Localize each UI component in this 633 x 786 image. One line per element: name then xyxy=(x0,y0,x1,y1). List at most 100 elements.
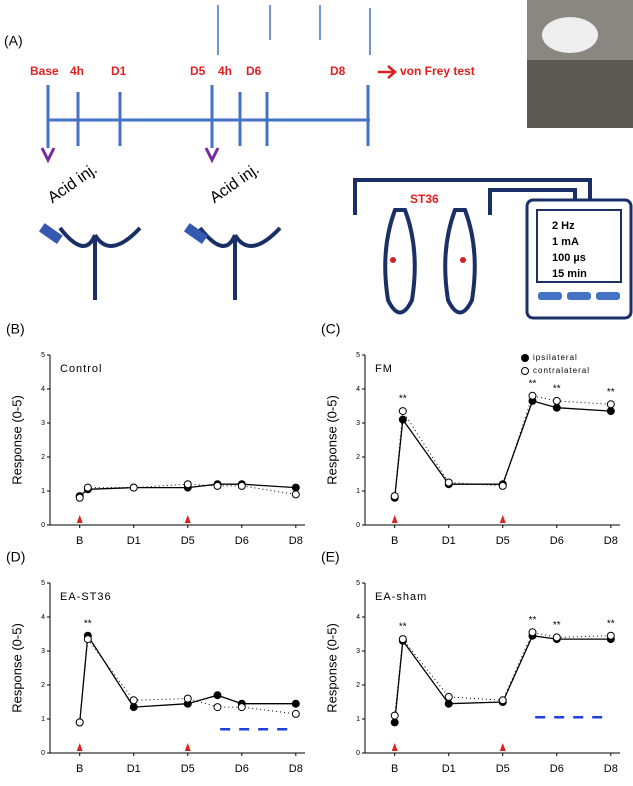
timeline-label: 4h xyxy=(70,64,84,78)
x-tick-label: D5 xyxy=(181,535,195,547)
panel-label: (E) xyxy=(321,549,340,565)
data-point xyxy=(129,483,138,492)
data-point xyxy=(606,407,615,416)
y-tick-label: 1 xyxy=(356,716,360,723)
injection-marker xyxy=(184,743,191,751)
y-tick-label: 4 xyxy=(356,614,360,621)
legend-label: ipsilateral xyxy=(533,353,578,362)
data-point xyxy=(291,483,300,492)
ea-setup xyxy=(353,178,633,320)
y-axis-label: Response (0-5) xyxy=(324,395,339,485)
x-tick-label: D5 xyxy=(496,763,510,775)
x-tick-label: D6 xyxy=(235,763,249,775)
data-point xyxy=(291,699,300,708)
y-tick-label: 1 xyxy=(41,716,45,723)
test-label: von Frey test xyxy=(400,64,475,78)
y-tick-label: 3 xyxy=(41,648,45,655)
y-tick-label: 1 xyxy=(356,488,360,495)
injection-marker xyxy=(76,743,83,751)
legend-marker xyxy=(521,354,529,362)
x-tick-label: D8 xyxy=(604,763,618,775)
panel-label: (B) xyxy=(6,321,25,337)
y-tick-label: 5 xyxy=(356,352,360,359)
data-point xyxy=(390,711,399,720)
x-tick-label: B xyxy=(76,535,83,547)
injection-label: Acid inj. xyxy=(45,161,101,207)
timeline-label: 4h xyxy=(218,64,232,78)
spine-drawing xyxy=(38,223,282,300)
x-tick-label: D1 xyxy=(127,763,141,775)
significance-label: ** xyxy=(84,618,92,629)
data-point xyxy=(183,694,192,703)
significance-label: ** xyxy=(553,384,561,395)
significance-label: ** xyxy=(553,620,561,631)
stim-setting: 15 min xyxy=(552,268,587,280)
data-point xyxy=(398,407,407,416)
x-tick-label: D1 xyxy=(127,535,141,547)
data-point xyxy=(213,481,222,490)
x-tick-label: D1 xyxy=(442,535,456,547)
injection-marker xyxy=(499,515,506,523)
data-point xyxy=(606,631,615,640)
significance-label: ** xyxy=(607,387,615,398)
data-point xyxy=(291,490,300,499)
x-tick-label: B xyxy=(391,763,398,775)
x-tick-label: D5 xyxy=(181,763,195,775)
y-tick-label: 0 xyxy=(41,750,45,757)
data-point xyxy=(444,478,453,487)
y-tick-label: 1 xyxy=(41,488,45,495)
significance-label: ** xyxy=(399,394,407,405)
x-tick-label: D6 xyxy=(235,535,249,547)
data-point xyxy=(398,635,407,644)
series-line xyxy=(394,634,611,723)
data-point xyxy=(129,703,138,712)
data-point xyxy=(390,718,399,727)
y-tick-label: 0 xyxy=(356,750,360,757)
data-point xyxy=(291,709,300,718)
injection-marker xyxy=(391,743,398,751)
y-tick-label: 4 xyxy=(356,386,360,393)
y-axis-label: Response (0-5) xyxy=(9,623,24,713)
timeline-label: D8 xyxy=(330,64,346,78)
x-tick-label: B xyxy=(76,763,83,775)
stim-setting: 100 µs xyxy=(552,252,586,264)
stim-setting: 2 Hz xyxy=(552,220,575,232)
x-tick-label: D8 xyxy=(289,535,303,547)
injection-marker xyxy=(76,515,83,523)
injection-marker xyxy=(499,743,506,751)
data-point xyxy=(398,415,407,424)
series-line xyxy=(79,637,296,723)
data-point xyxy=(552,403,561,412)
y-tick-label: 5 xyxy=(41,352,45,359)
x-tick-label: D1 xyxy=(442,763,456,775)
injection-marker xyxy=(184,515,191,523)
acupoint-label: ST36 xyxy=(410,192,439,206)
y-tick-label: 2 xyxy=(356,454,360,461)
photo xyxy=(527,60,633,128)
data-point xyxy=(606,400,615,409)
y-tick-label: 4 xyxy=(41,614,45,621)
y-tick-label: 5 xyxy=(41,580,45,587)
x-tick-label: B xyxy=(391,535,398,547)
panel-label: (C) xyxy=(321,321,340,337)
data-point xyxy=(83,635,92,644)
y-tick-label: 5 xyxy=(356,580,360,587)
stim-setting: 1 mA xyxy=(552,236,579,248)
timeline-label: D1 xyxy=(111,64,127,78)
significance-label: ** xyxy=(529,615,537,626)
x-tick-label: D8 xyxy=(604,535,618,547)
chart-title: FM xyxy=(375,363,393,375)
y-axis-label: Response (0-5) xyxy=(9,395,24,485)
y-tick-label: 0 xyxy=(356,522,360,529)
y-tick-label: 3 xyxy=(356,420,360,427)
data-point xyxy=(213,691,222,700)
panel-label: (D) xyxy=(6,549,25,565)
x-tick-label: D6 xyxy=(550,535,564,547)
data-point xyxy=(183,480,192,489)
timeline xyxy=(40,5,397,164)
timeline-label: Base xyxy=(30,64,59,78)
data-point xyxy=(552,396,561,405)
y-tick-label: 2 xyxy=(41,682,45,689)
series-line xyxy=(79,633,296,723)
